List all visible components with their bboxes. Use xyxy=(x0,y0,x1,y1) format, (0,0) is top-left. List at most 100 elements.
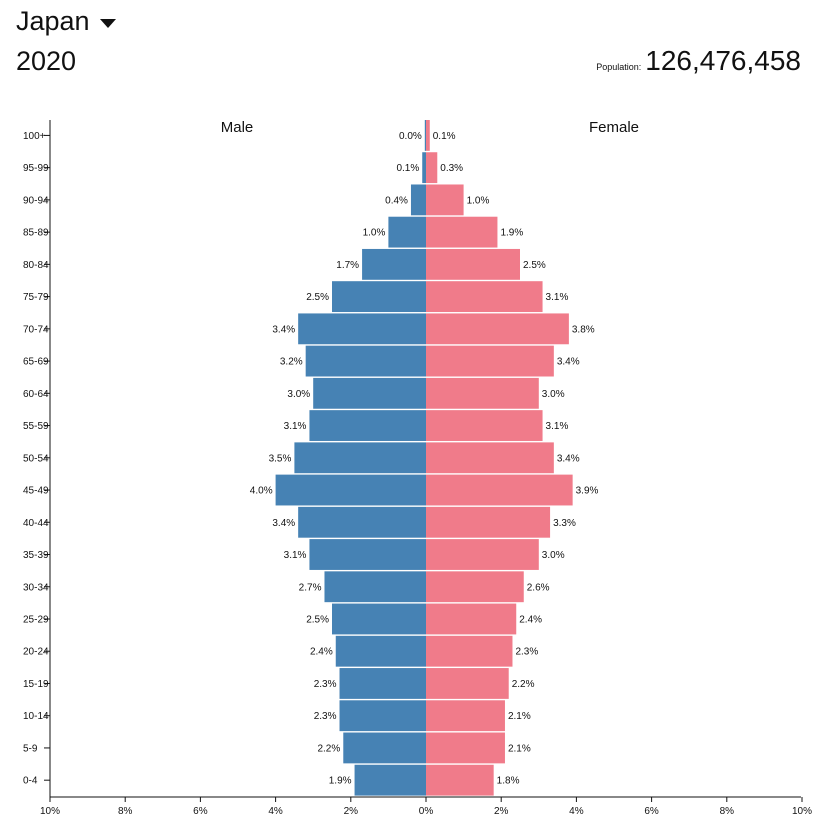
label-female-50-54: 3.4% xyxy=(557,453,580,464)
x-tick-label: 0% xyxy=(419,806,434,817)
x-tick-label: 8% xyxy=(720,806,735,817)
bar-female-75-79 xyxy=(426,281,543,313)
bar-female-0-4 xyxy=(426,764,494,796)
category-label-85-89: 85-89 xyxy=(23,228,49,239)
label-male-85-89: 1.0% xyxy=(363,228,386,239)
label-female-10-14: 2.1% xyxy=(508,711,531,722)
bar-male-75-79 xyxy=(332,281,426,313)
label-male-90-94: 0.4% xyxy=(385,195,408,206)
bar-female-80-84 xyxy=(426,248,520,280)
label-female-80-84: 2.5% xyxy=(523,260,546,271)
x-tick-label: 2% xyxy=(344,806,359,817)
x-tick-label: 10% xyxy=(40,806,60,817)
label-male-40-44: 3.4% xyxy=(272,518,295,529)
category-label-20-24: 20-24 xyxy=(23,647,49,658)
category-label-40-44: 40-44 xyxy=(23,518,49,529)
category-label-15-19: 15-19 xyxy=(23,679,49,690)
label-male-75-79: 2.5% xyxy=(306,292,329,303)
label-female-5-9: 2.1% xyxy=(508,743,531,754)
label-male-35-39: 3.1% xyxy=(284,550,307,561)
category-label-45-49: 45-49 xyxy=(23,486,49,497)
label-male-0-4: 1.9% xyxy=(329,776,352,787)
bar-female-60-64 xyxy=(426,377,539,409)
bar-female-70-74 xyxy=(426,313,569,345)
bar-female-85-89 xyxy=(426,216,498,248)
bar-female-55-59 xyxy=(426,410,543,441)
bar-male-5-9 xyxy=(343,732,426,764)
category-label-25-29: 25-29 xyxy=(23,614,49,625)
category-label-95-99: 95-99 xyxy=(23,163,49,174)
category-label-75-79: 75-79 xyxy=(23,292,49,303)
bar-male-35-39 xyxy=(309,539,426,570)
label-male-30-34: 2.7% xyxy=(299,582,322,593)
bar-male-70-74 xyxy=(298,313,426,345)
label-male-5-9: 2.2% xyxy=(317,743,340,754)
label-female-45-49: 3.9% xyxy=(576,486,599,497)
bar-female-90-94 xyxy=(426,184,464,216)
population-value: 126,476,458 xyxy=(645,45,801,76)
bar-male-0-4 xyxy=(354,764,426,796)
country-name: Japan xyxy=(16,6,90,36)
caret-down-icon[interactable] xyxy=(99,18,116,28)
x-tick-label: 6% xyxy=(644,806,659,817)
bar-female-40-44 xyxy=(426,506,551,538)
x-tick-label: 2% xyxy=(494,806,509,817)
label-male-25-29: 2.5% xyxy=(306,614,329,625)
category-label-50-54: 50-54 xyxy=(23,453,49,464)
label-female-30-34: 2.6% xyxy=(527,582,550,593)
bar-female-25-29 xyxy=(426,603,517,635)
bar-male-10-14 xyxy=(339,700,426,732)
label-female-35-39: 3.0% xyxy=(542,550,565,561)
bar-female-45-49 xyxy=(426,474,573,506)
bar-male-25-29 xyxy=(332,603,426,635)
bar-female-50-54 xyxy=(426,442,554,474)
category-label-60-64: 60-64 xyxy=(23,389,49,400)
label-female-70-74: 3.8% xyxy=(572,324,595,335)
bar-male-85-89 xyxy=(388,216,426,248)
label-female-25-29: 2.4% xyxy=(519,614,542,625)
country-dropdown[interactable]: Japan xyxy=(16,4,116,38)
label-female-100+: 0.1% xyxy=(433,131,456,142)
series-label-female: Female xyxy=(589,119,639,136)
label-male-95-99: 0.1% xyxy=(396,163,419,174)
label-female-75-79: 3.1% xyxy=(546,292,569,303)
bar-male-100+ xyxy=(424,120,426,151)
label-male-60-64: 3.0% xyxy=(287,389,310,400)
label-female-55-59: 3.1% xyxy=(546,421,569,432)
year-label: 2020 xyxy=(16,46,77,76)
category-label-30-34: 30-34 xyxy=(23,582,49,593)
bar-male-40-44 xyxy=(298,506,426,538)
category-label-65-69: 65-69 xyxy=(23,357,49,368)
category-label-55-59: 55-59 xyxy=(23,421,49,432)
label-male-100+: 0.0% xyxy=(399,131,422,142)
x-tick-label: 10% xyxy=(792,806,812,817)
bar-male-45-49 xyxy=(275,474,426,506)
label-female-0-4: 1.8% xyxy=(497,776,520,787)
bar-male-20-24 xyxy=(335,635,426,667)
label-female-15-19: 2.2% xyxy=(512,679,535,690)
label-male-50-54: 3.5% xyxy=(269,453,292,464)
country-selector[interactable]: Japan xyxy=(16,4,116,38)
label-male-65-69: 3.2% xyxy=(280,357,303,368)
category-label-10-14: 10-14 xyxy=(23,711,49,722)
bar-male-95-99 xyxy=(422,152,426,184)
label-male-55-59: 3.1% xyxy=(284,421,307,432)
bar-female-10-14 xyxy=(426,700,505,732)
bar-female-20-24 xyxy=(426,635,513,667)
bar-male-50-54 xyxy=(294,442,426,474)
bar-female-95-99 xyxy=(426,152,438,184)
bar-male-90-94 xyxy=(410,184,426,216)
label-female-85-89: 1.9% xyxy=(500,228,523,239)
label-male-80-84: 1.7% xyxy=(336,260,359,271)
bar-female-35-39 xyxy=(426,539,539,570)
label-male-45-49: 4.0% xyxy=(250,486,273,497)
category-label-70-74: 70-74 xyxy=(23,324,49,335)
population-display: Population: 126,476,458 xyxy=(596,44,801,78)
x-tick-label: 4% xyxy=(268,806,283,817)
bar-female-5-9 xyxy=(426,732,505,764)
category-label-0-4: 0-4 xyxy=(23,776,38,787)
bar-male-65-69 xyxy=(305,345,426,377)
bar-female-100+ xyxy=(426,120,430,151)
bar-male-15-19 xyxy=(339,668,426,699)
label-female-40-44: 3.3% xyxy=(553,518,576,529)
